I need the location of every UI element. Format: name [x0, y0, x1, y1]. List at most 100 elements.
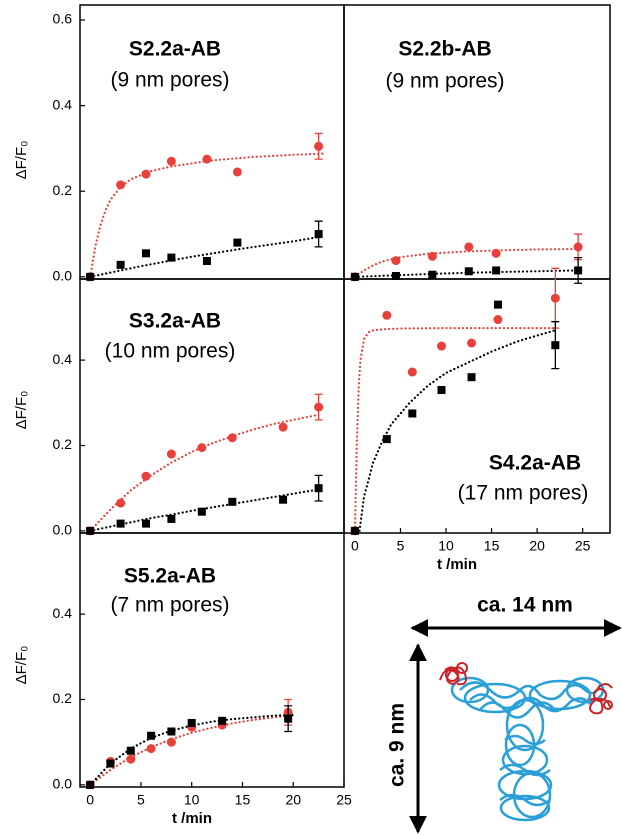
data-point	[86, 780, 95, 789]
height-label: ca. 9 nm	[386, 703, 409, 787]
data-point	[350, 272, 359, 281]
y-tick-label: 0.4	[53, 605, 73, 621]
data-point	[436, 341, 446, 351]
data-point	[382, 435, 391, 444]
panel-title: S3.2a-AB	[129, 310, 221, 333]
panel-subtitle: (9 nm pores)	[110, 69, 229, 92]
fit-curve	[89, 235, 325, 278]
data-point	[493, 300, 502, 309]
fit-curve	[89, 714, 295, 786]
data-point	[551, 341, 560, 350]
data-point	[167, 253, 176, 262]
size-diagram: ca. 14 nm ca. 9 nm	[386, 594, 622, 834]
data-point	[284, 714, 293, 723]
y-tick-label: 0.4	[53, 351, 73, 367]
x-axis-label: t /min	[172, 810, 212, 827]
data-point	[467, 373, 476, 382]
fit-curve	[89, 152, 325, 278]
panel-subtitle: (9 nm pores)	[385, 70, 504, 93]
data-point	[407, 367, 417, 377]
data-point	[574, 266, 583, 275]
data-point	[167, 514, 176, 523]
data-point	[228, 497, 237, 506]
data-point	[86, 526, 95, 535]
fit-curve	[353, 247, 580, 278]
data-point	[464, 267, 473, 276]
x-tick-label: 5	[397, 538, 405, 554]
data-point	[573, 242, 583, 252]
data-point	[142, 519, 150, 528]
x-tick-label: 5	[137, 792, 145, 808]
x-tick-label: 25	[575, 538, 591, 554]
panel: 0.0 0.2 0.4 0.6 S2.2a-AB (9 nm pores) ΔF/F₀	[13, 4, 345, 284]
data-point	[146, 744, 156, 754]
data-point	[279, 495, 288, 504]
panel-frame	[79, 532, 345, 788]
protein-body	[450, 676, 605, 822]
x-tick-label: 15	[484, 538, 500, 554]
data-point	[314, 141, 324, 151]
data-point	[382, 310, 392, 320]
panel-subtitle: (10 nm pores)	[105, 340, 236, 363]
x-tick-label: 10	[438, 538, 454, 554]
data-point	[126, 754, 136, 764]
data-point	[350, 526, 359, 535]
x-axis-label: t /min	[437, 556, 477, 573]
data-point	[464, 242, 474, 252]
data-point	[233, 238, 242, 247]
data-point	[437, 385, 446, 394]
x-tick-label: 20	[529, 538, 545, 554]
fit-curve	[353, 326, 557, 532]
y-tick-label: 0.0	[53, 268, 73, 284]
data-point	[493, 315, 503, 325]
panel-title: S2.2a-AB	[129, 38, 221, 61]
x-tick-label: 0	[351, 538, 359, 554]
panel-subtitle: (17 nm pores)	[458, 482, 589, 505]
y-axis-label: ΔF/F₀	[13, 391, 30, 430]
data-point	[166, 449, 176, 459]
data-point	[187, 718, 196, 727]
panel: 0 5 10 15 20 25 S4.2a-AB (17 nm pores) t /min	[343, 267, 611, 573]
panel: S2.2b-AB (9 nm pores)	[343, 4, 611, 284]
y-axis-label: ΔF/F₀	[13, 646, 30, 685]
panel: 0.0 0.2 0.4 S3.2a-AB (10 nm pores) ΔF/F₀	[13, 278, 345, 538]
data-point	[147, 731, 156, 740]
data-point	[142, 249, 150, 258]
y-tick-label: 0.2	[53, 690, 73, 706]
data-point	[232, 167, 242, 177]
data-point	[141, 471, 151, 481]
panel-title: S2.2b-AB	[398, 38, 491, 61]
fit-curve	[358, 329, 557, 532]
data-point	[227, 433, 237, 443]
y-tick-label: 0.0	[53, 776, 73, 792]
y-tick-label: 0.2	[53, 436, 73, 452]
data-point	[492, 266, 501, 275]
data-point	[167, 727, 176, 736]
data-point	[86, 272, 95, 281]
data-point	[116, 498, 126, 508]
data-point	[428, 270, 437, 279]
data-point	[116, 260, 125, 269]
data-point	[550, 293, 560, 303]
fit-curve	[89, 713, 295, 786]
width-label: ca. 14 nm	[477, 594, 573, 617]
y-tick-label: 0.6	[53, 11, 73, 27]
data-point	[391, 256, 401, 266]
data-point	[202, 154, 212, 164]
data-point	[391, 272, 400, 281]
x-tick-label: 25	[336, 792, 352, 808]
data-point	[126, 746, 135, 755]
data-point	[314, 230, 323, 239]
panel-subtitle: (7 nm pores)	[110, 594, 229, 617]
data-point	[467, 338, 477, 348]
data-point	[197, 443, 207, 453]
y-tick-label: 0.0	[53, 522, 73, 538]
panel-title: S5.2a-AB	[124, 565, 216, 588]
data-point	[314, 402, 324, 412]
data-point	[278, 422, 288, 432]
data-point	[218, 716, 227, 725]
protein-ends	[439, 662, 613, 715]
x-tick-label: 10	[184, 792, 200, 808]
data-point	[116, 180, 126, 190]
data-point	[202, 257, 211, 266]
